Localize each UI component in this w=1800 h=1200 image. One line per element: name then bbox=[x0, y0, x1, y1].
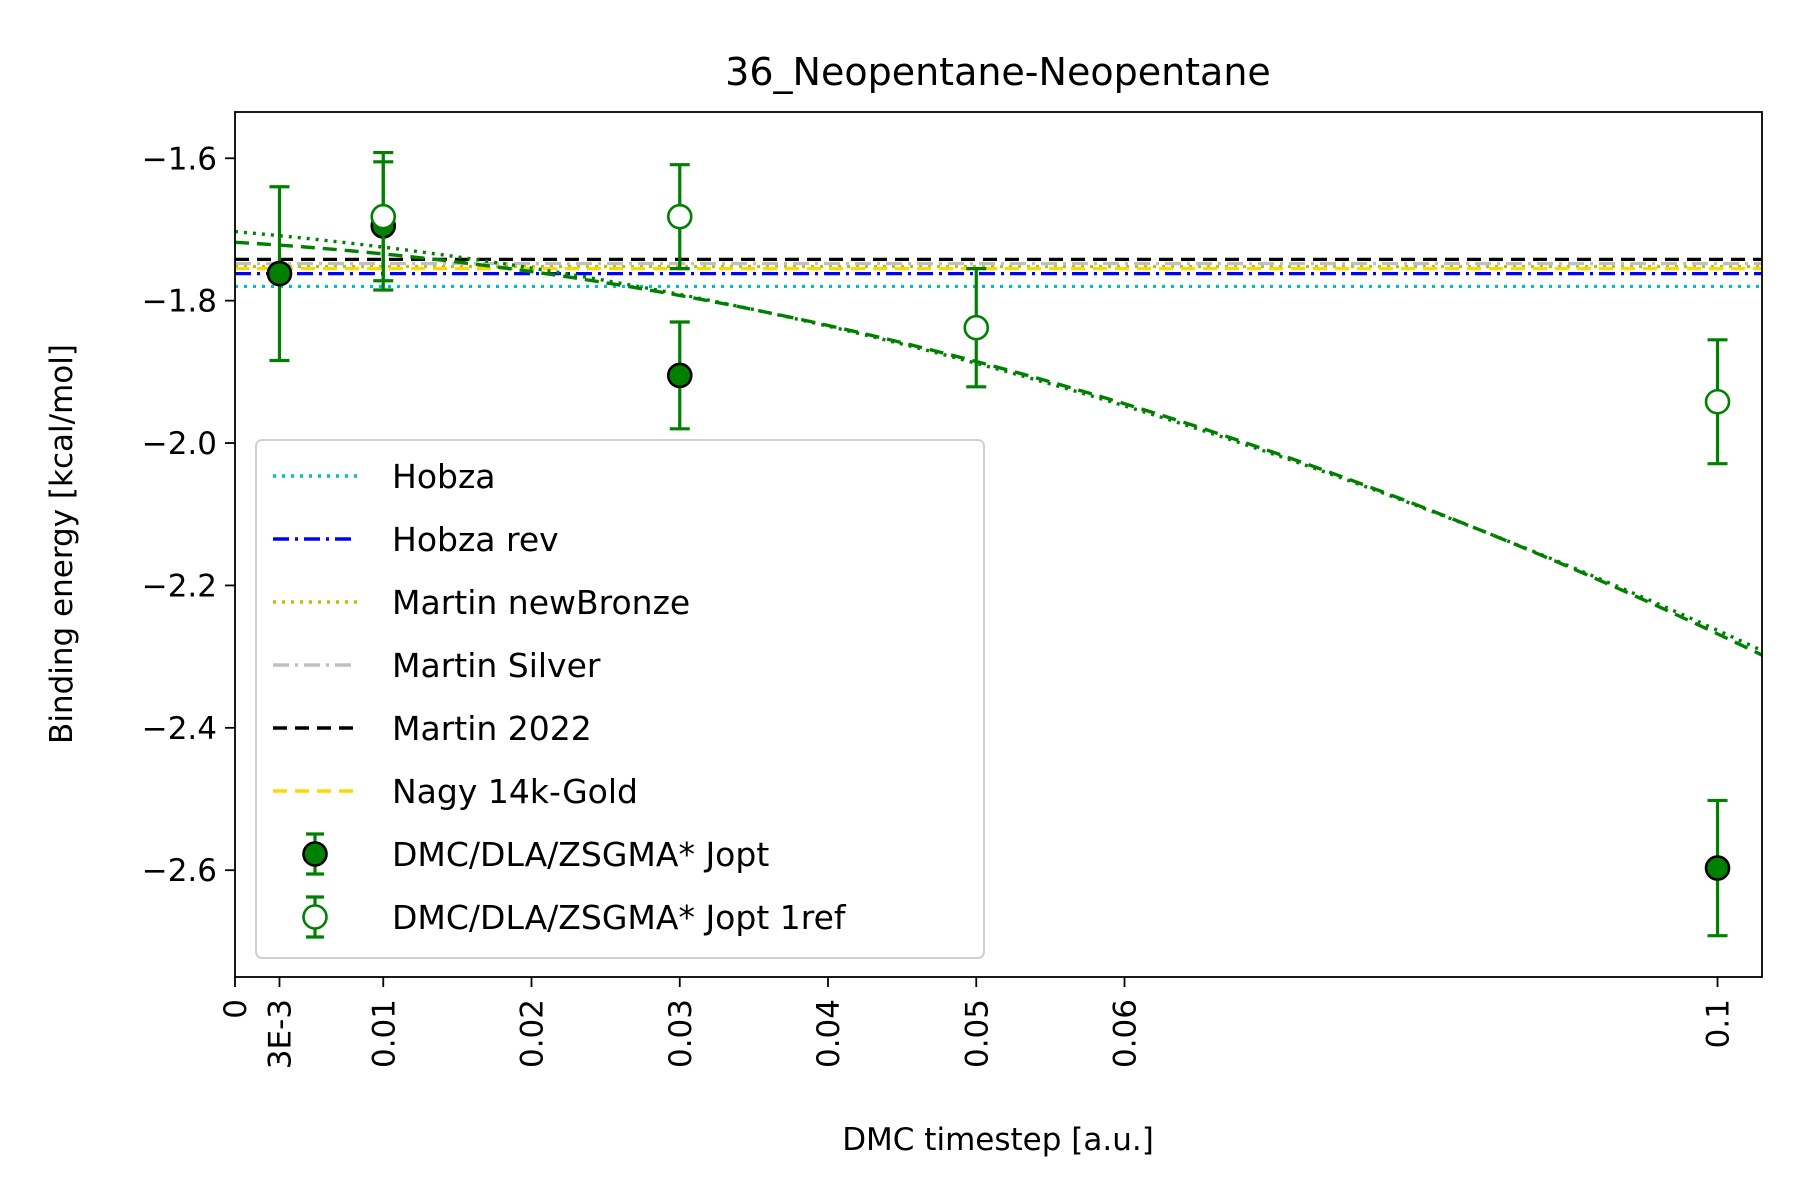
data-point-series-1-4 bbox=[1704, 798, 1731, 938]
y-tick-label: −2.4 bbox=[142, 711, 217, 747]
y-tick-label: −1.6 bbox=[142, 141, 217, 177]
legend-entry-1: Hobza bbox=[273, 457, 496, 496]
data-point-series-1-1 bbox=[266, 185, 293, 363]
legend-label: Hobza rev bbox=[392, 520, 559, 559]
y-tick-label: −2.2 bbox=[142, 568, 217, 604]
fit-curve-series-2 bbox=[235, 229, 1762, 653]
data-marker bbox=[666, 362, 693, 389]
data-point-series-2-2 bbox=[666, 163, 693, 271]
x-tick-label: 0.04 bbox=[811, 999, 847, 1068]
chart-title: 36_Neopentane-Neopentane bbox=[725, 50, 1271, 94]
data-point-series-2-3 bbox=[963, 267, 990, 389]
legend-label: DMC/DLA/ZSGMA* Jopt 1ref bbox=[392, 898, 847, 937]
legend-label: Nagy 14k-Gold bbox=[392, 772, 638, 811]
x-tick-label: 0.06 bbox=[1108, 999, 1144, 1068]
fit-curve-series-1 bbox=[235, 240, 1762, 657]
legend-entry-8: DMC/DLA/ZSGMA* Jopt 1ref bbox=[302, 895, 847, 939]
y-tick-label: −1.8 bbox=[142, 284, 217, 320]
plot-area bbox=[235, 150, 1762, 938]
x-tick-label: 0.01 bbox=[366, 999, 402, 1068]
data-point-series-1-3 bbox=[666, 320, 693, 431]
data-marker bbox=[963, 314, 990, 341]
data-marker bbox=[666, 203, 693, 230]
legend-entry-3: Martin newBronze bbox=[273, 583, 690, 622]
x-tick-label: 0.05 bbox=[959, 999, 995, 1068]
y-tick-label: −2.6 bbox=[142, 853, 217, 889]
legend-label: Martin 2022 bbox=[392, 709, 592, 748]
x-tick-label: 0.03 bbox=[663, 999, 699, 1068]
legend-label: Hobza bbox=[392, 457, 496, 496]
legend: Hobza Hobza rev Martin newBronze Martin Sil… bbox=[255, 439, 985, 959]
x-tick-label: 0.1 bbox=[1701, 999, 1737, 1048]
legend-box bbox=[255, 439, 985, 959]
legend-label: DMC/DLA/ZSGMA* Jopt bbox=[392, 835, 769, 874]
legend-entry-2: Hobza rev bbox=[273, 520, 559, 559]
y-tick-label: −2.0 bbox=[142, 426, 217, 462]
legend-label: Martin newBronze bbox=[392, 583, 690, 622]
legend-label: Martin Silver bbox=[392, 646, 601, 685]
legend-entry-5: Martin 2022 bbox=[273, 709, 592, 748]
legend-marker-swatch bbox=[302, 841, 328, 867]
legend-marker-swatch bbox=[302, 904, 328, 930]
axes: 0 3E-3 0.01 0.02 0.03 0.04 0.05 0.06 0.1 −1.6 −1.8… bbox=[142, 141, 1737, 1069]
legend-entry-6: Nagy 14k-Gold bbox=[273, 772, 638, 811]
legend-entry-4: Martin Silver bbox=[273, 646, 601, 685]
legend-entry-7: DMC/DLA/ZSGMA* Jopt bbox=[302, 832, 769, 876]
x-tick-label: 3E-3 bbox=[262, 999, 298, 1069]
x-tick-label: 0 bbox=[218, 999, 254, 1019]
data-marker bbox=[1704, 388, 1731, 415]
data-point-series-2-4 bbox=[1704, 338, 1731, 466]
plot-clip-group bbox=[235, 229, 1762, 657]
x-tick-label: 0.02 bbox=[515, 999, 551, 1068]
data-marker bbox=[266, 260, 293, 287]
data-point-series-2-1 bbox=[370, 150, 397, 283]
plot-frame bbox=[234, 111, 1763, 978]
data-marker bbox=[1704, 855, 1731, 881]
y-axis-title: Binding energy [kcal/mol] bbox=[44, 344, 80, 744]
data-marker bbox=[370, 203, 397, 230]
x-axis-title: DMC timestep [a.u.] bbox=[842, 1122, 1154, 1158]
